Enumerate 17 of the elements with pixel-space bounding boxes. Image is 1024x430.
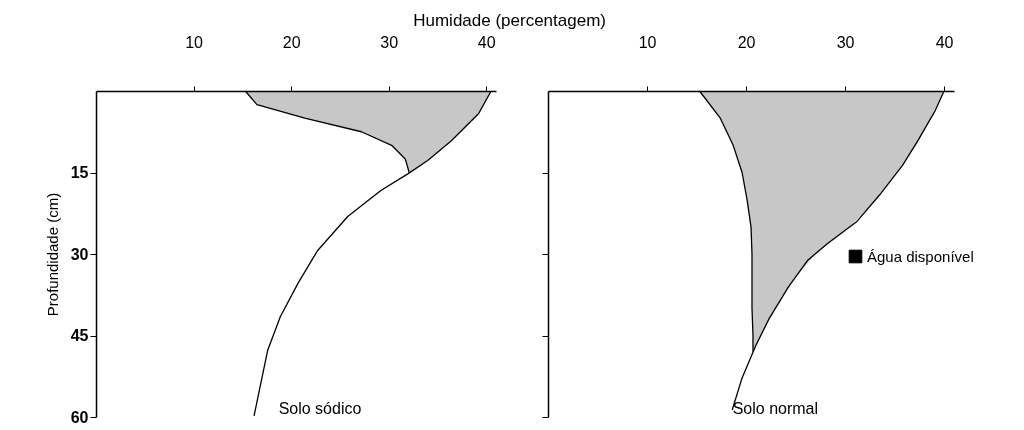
x-tick-label: 10: [638, 33, 657, 51]
x-tick-label: 40: [477, 33, 496, 51]
y-tick-label: 45: [70, 327, 89, 344]
x-tick-label: 30: [380, 33, 399, 51]
y-tick-label: 60: [70, 408, 89, 426]
x-tick-label: 40: [935, 33, 954, 51]
x-tick-label: 20: [282, 33, 301, 51]
y-tick-label: 30: [70, 245, 89, 263]
annotation: Solo normal: [732, 400, 819, 417]
x-axis-title: Humidade (percentagem): [413, 11, 606, 30]
legend-label: Água disponível: [867, 247, 974, 265]
annotation: Solo sódico: [278, 400, 362, 417]
y-axis-title: Profundidade (cm): [43, 192, 61, 317]
x-tick-label: 20: [737, 33, 756, 51]
y-tick-label: 15: [70, 164, 89, 181]
x-tick-label: 10: [185, 33, 204, 51]
x-tick-label: 30: [836, 33, 855, 51]
